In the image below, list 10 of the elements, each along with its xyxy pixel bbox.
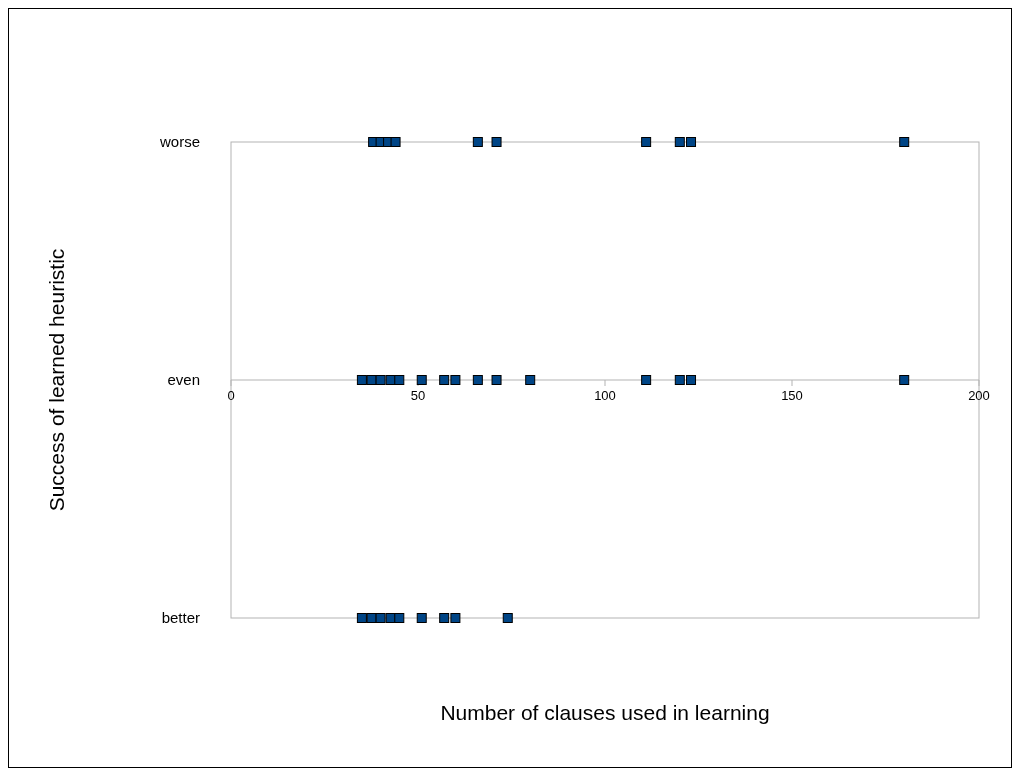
x-axis-title: Number of clauses used in learning	[440, 701, 770, 724]
y-tick-label: better	[161, 609, 200, 626]
x-tick-label: 0	[227, 388, 235, 403]
y-axis-title: Success of learned heuristic	[45, 248, 68, 512]
x-tick-label: 150	[781, 388, 803, 403]
y-tick-label: worse	[158, 133, 200, 150]
x-tick-label: 200	[968, 388, 990, 403]
x-tick-label: 50	[410, 388, 426, 403]
y-tick-label: even	[167, 371, 200, 388]
x-tick-label: 100	[594, 388, 616, 403]
